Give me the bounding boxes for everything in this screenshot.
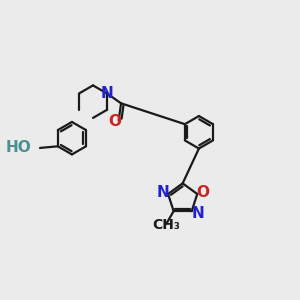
Text: O: O (109, 114, 122, 129)
Text: N: N (101, 86, 113, 101)
Text: N: N (156, 185, 169, 200)
Text: N: N (191, 206, 204, 221)
Text: CH₃: CH₃ (152, 218, 180, 232)
Text: HO: HO (6, 140, 32, 155)
Text: O: O (197, 185, 210, 200)
